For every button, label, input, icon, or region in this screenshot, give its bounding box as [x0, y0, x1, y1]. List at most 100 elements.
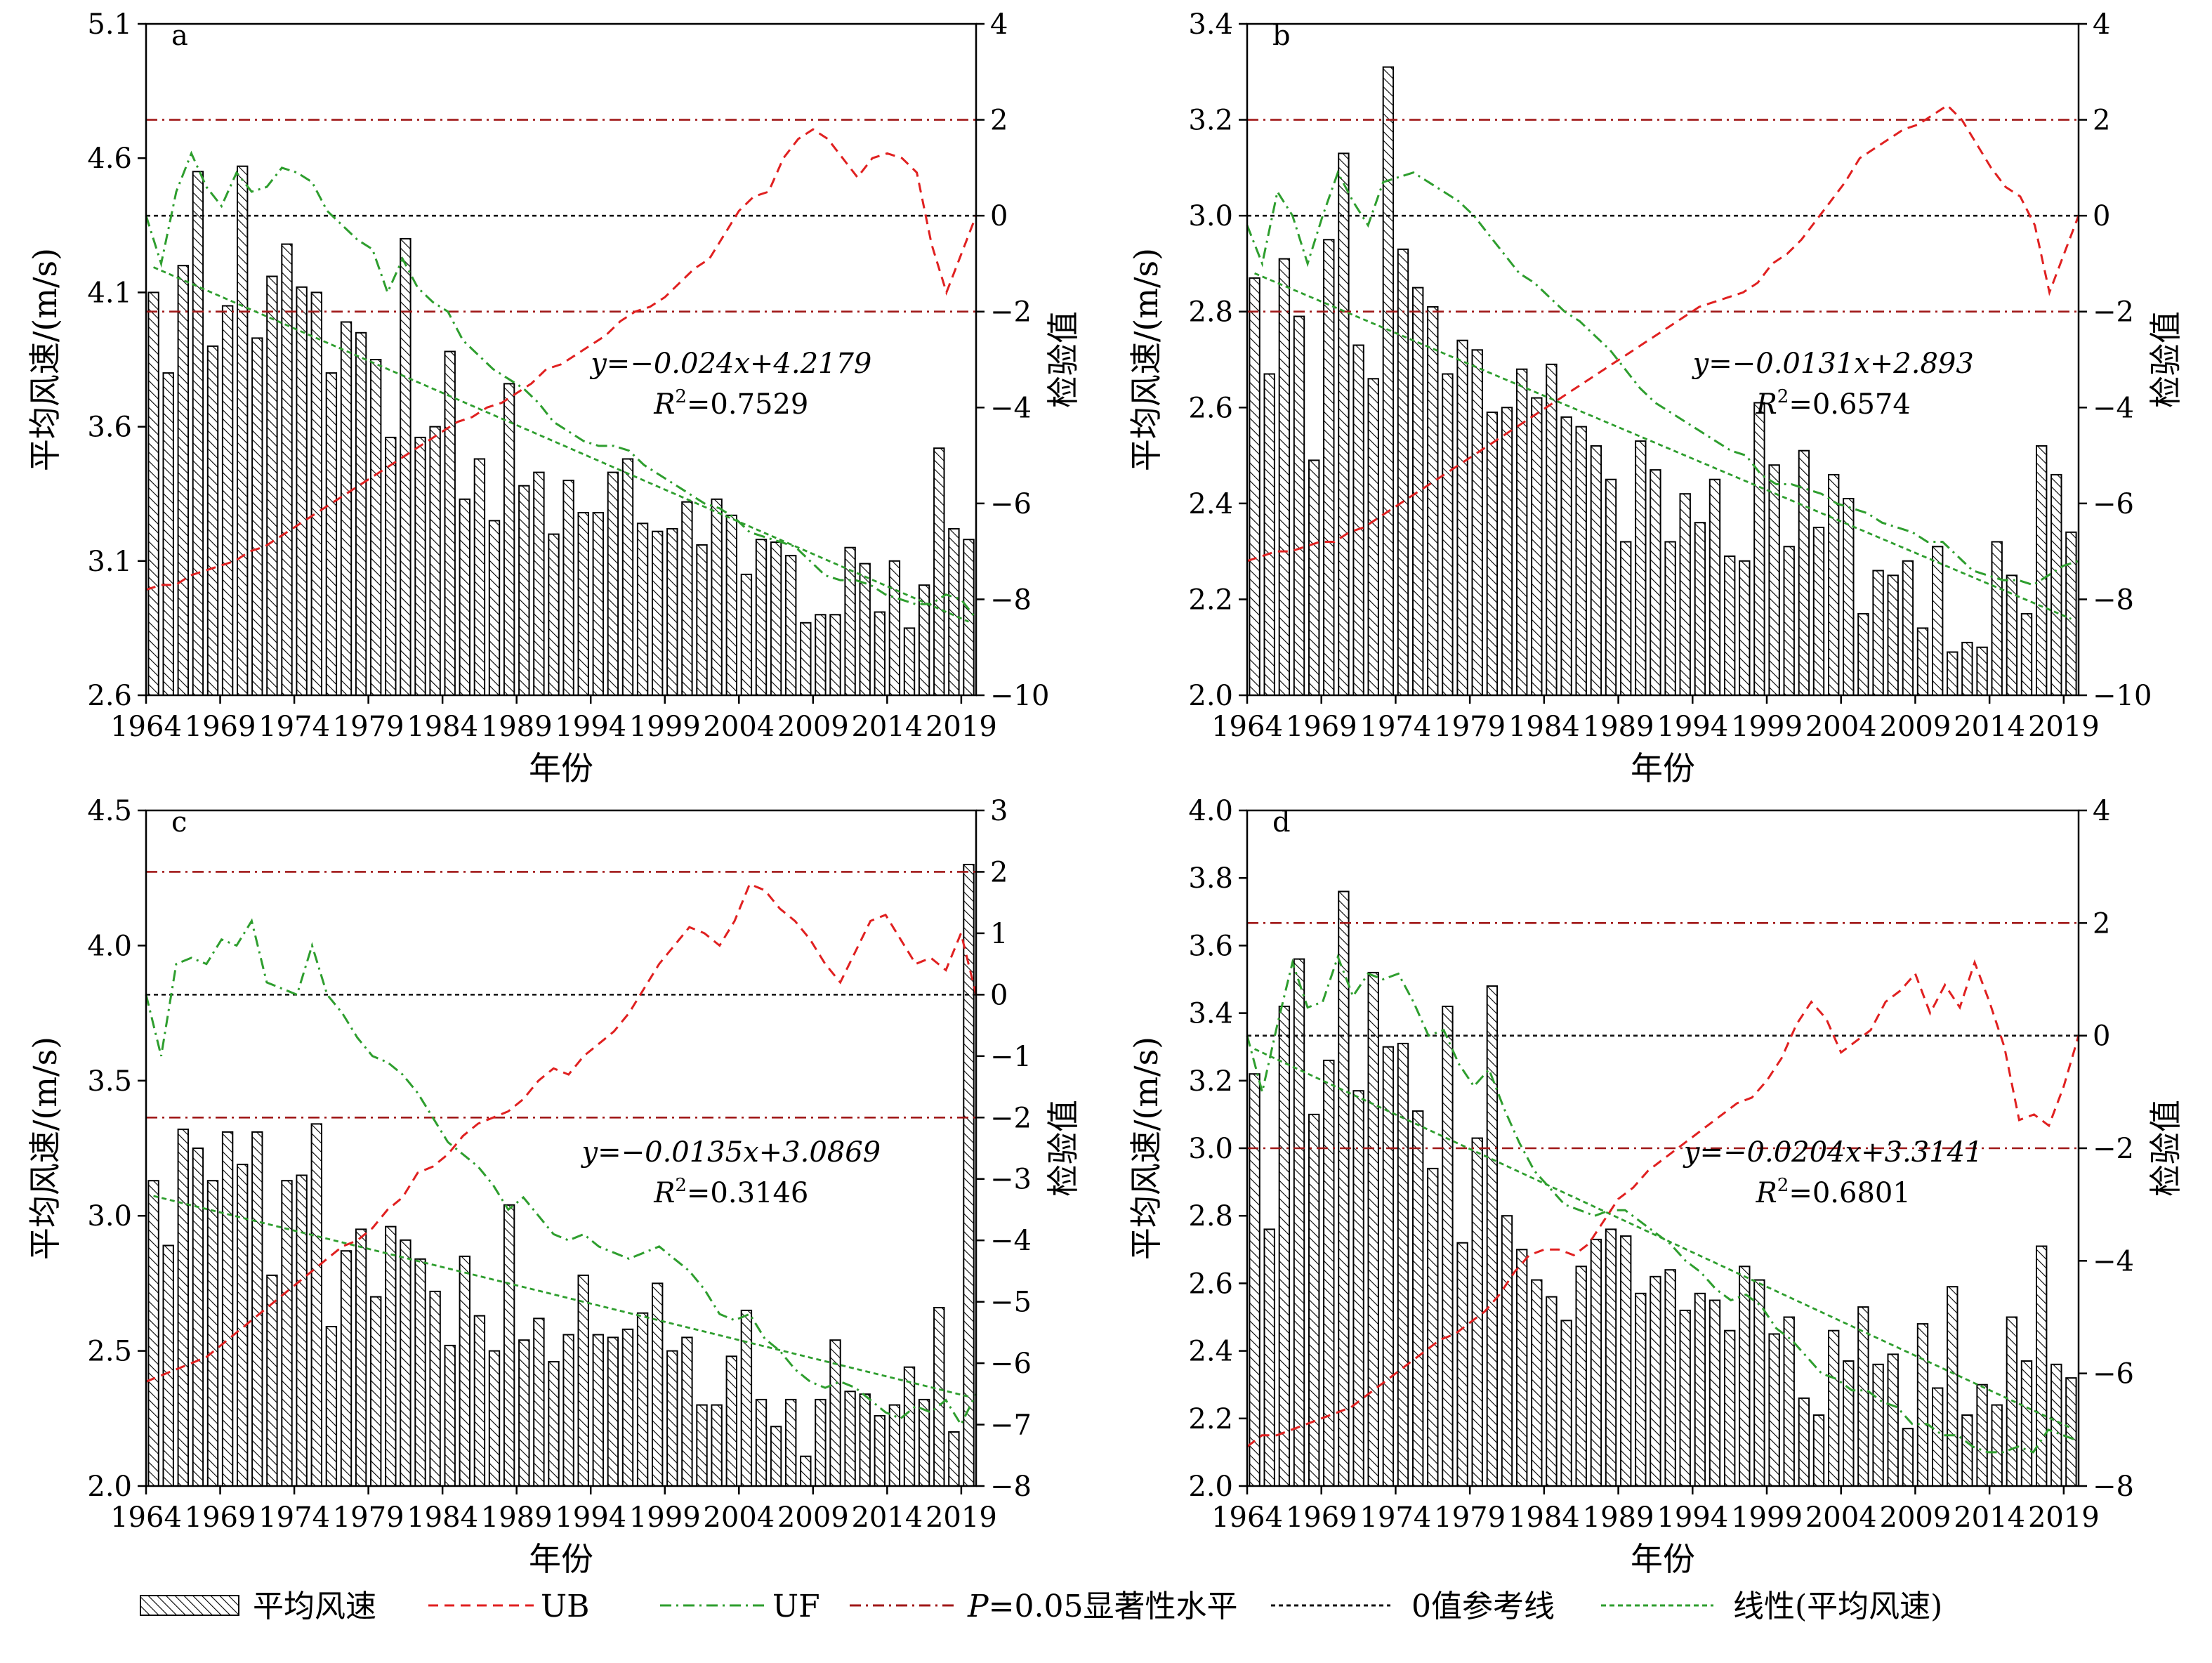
y-left-tick-label: 3.5 [87, 1065, 132, 1098]
bar-1977 [1442, 373, 1454, 696]
bar-1989 [518, 485, 530, 696]
y-left-axis-title: 平均风速/(m/s) [26, 1037, 64, 1260]
bar-1991 [548, 533, 560, 696]
bar-1996 [621, 1328, 634, 1487]
y-right-axis-title: 检验值 [1044, 311, 1082, 408]
r-squared: R2=0.3146 [653, 1175, 808, 1209]
bar-1975 [1412, 287, 1424, 697]
bar-1979 [370, 359, 382, 696]
bars [1249, 66, 2077, 697]
r-squared-exponent: 2 [675, 386, 687, 407]
y-left-tick-label: 3.6 [1188, 930, 1233, 962]
x-tick-label: 1989 [1583, 711, 1654, 743]
y-right-tick-label: 0 [2093, 200, 2110, 232]
bar-1996 [621, 458, 634, 696]
r-squared: R2=0.6574 [1756, 386, 1911, 421]
bar-1981 [400, 1239, 412, 1487]
y-left-tick-label: 2.6 [1188, 392, 1233, 424]
bar-1975 [310, 291, 323, 696]
x-tick-label: 1974 [1360, 711, 1432, 743]
bar-2018 [948, 527, 960, 697]
bar-1997 [636, 1312, 649, 1487]
bar-1982 [414, 1258, 426, 1487]
bar-1980 [385, 1225, 397, 1487]
bar-2005 [755, 1398, 768, 1487]
r-squared: R2=0.6801 [1756, 1175, 1911, 1209]
plot-frame [145, 22, 977, 697]
bar-1978 [1456, 339, 1468, 696]
bar-1979 [1471, 1137, 1483, 1487]
bar-2010 [829, 614, 841, 696]
legend-sig-p: P [967, 1589, 989, 1624]
legend-bar-swatch [140, 1595, 239, 1616]
y-right-tick-label: −5 [990, 1287, 1032, 1319]
bar-2016 [2020, 612, 2033, 697]
x-tick-label: 1964 [1211, 1501, 1283, 1534]
bar-1967 [192, 171, 204, 697]
bar-2005 [1857, 612, 1869, 697]
x-tick-label: 1964 [110, 1501, 182, 1534]
x-tick-label: 2014 [1954, 1501, 2025, 1534]
bar-2016 [918, 1398, 930, 1487]
y-left-tick-label: 3.4 [1188, 998, 1233, 1030]
y-left-tick-label: 3.8 [1188, 862, 1233, 895]
y-right-tick-label: 0 [2093, 1020, 2110, 1053]
y-right-tick-label: −8 [990, 1471, 1032, 1503]
bar-1969 [221, 305, 234, 696]
bar-1993 [1679, 493, 1691, 696]
bar-1990 [1635, 440, 1647, 696]
bar-2002 [1812, 527, 1825, 696]
bar-2000 [681, 501, 693, 696]
bar-1983 [429, 1290, 441, 1487]
regression-equation: y=−0.0131x+2.893 [1692, 348, 1974, 380]
y-left-tick-label: 2.2 [1188, 1403, 1233, 1435]
bar-1977 [340, 321, 353, 696]
r-squared-symbol: R [653, 388, 675, 421]
bar-2000 [681, 1336, 693, 1487]
bar-1972 [1367, 971, 1379, 1487]
r-squared-symbol: R [1756, 1177, 1777, 1209]
y-right-tick-label: 3 [990, 795, 1008, 827]
y-right-tick-label: −8 [2093, 1471, 2134, 1503]
bar-1992 [1664, 1269, 1676, 1487]
bar-2014 [888, 560, 901, 696]
bar-1970 [1338, 152, 1350, 696]
y-left-tick-label: 3.2 [1188, 1065, 1233, 1098]
x-tick-label: 1984 [407, 1501, 478, 1534]
y-right-tick-label: 2 [2093, 105, 2110, 137]
bar-1992 [1664, 541, 1676, 696]
bar-1983 [1531, 1279, 1543, 1487]
bar-2016 [2020, 1360, 2033, 1487]
y-right-tick-label: 0 [990, 200, 1008, 232]
bar-2009 [815, 614, 827, 696]
x-tick-label: 1994 [1657, 711, 1728, 743]
bar-1969 [1323, 239, 1335, 696]
r-squared-exponent: 2 [1777, 386, 1789, 407]
linear-trend-line [152, 266, 970, 623]
y-left-tick-label: 4.5 [87, 795, 132, 827]
bar-1984 [444, 1344, 456, 1487]
x-tick-label: 2004 [1805, 1501, 1877, 1534]
bar-1974 [1397, 1042, 1409, 1487]
x-tick-label: 1979 [333, 1501, 404, 1534]
bar-1965 [1263, 1228, 1275, 1487]
x-tick-label: 2004 [703, 711, 775, 743]
bar-2003 [1828, 1329, 1840, 1487]
regression-equation: y=−0.0135x+3.0869 [580, 1136, 881, 1169]
bar-2007 [1887, 574, 1899, 696]
bar-2008 [800, 622, 812, 696]
bar-2009 [1916, 1323, 1929, 1487]
x-tick-label: 1969 [185, 711, 256, 743]
bar-1993 [1679, 1309, 1691, 1487]
ub-line [145, 128, 977, 591]
bar-1995 [607, 471, 619, 696]
bar-2015 [903, 627, 916, 697]
bar-1990 [533, 1317, 545, 1487]
y-left-tick-label: 4.0 [87, 930, 132, 962]
bar-1988 [1605, 1228, 1617, 1487]
bar-1979 [1471, 349, 1483, 696]
bar-2012 [1961, 1414, 1973, 1487]
bar-1974 [296, 1174, 308, 1487]
bar-1973 [1382, 1046, 1395, 1487]
bar-2017 [933, 447, 945, 696]
